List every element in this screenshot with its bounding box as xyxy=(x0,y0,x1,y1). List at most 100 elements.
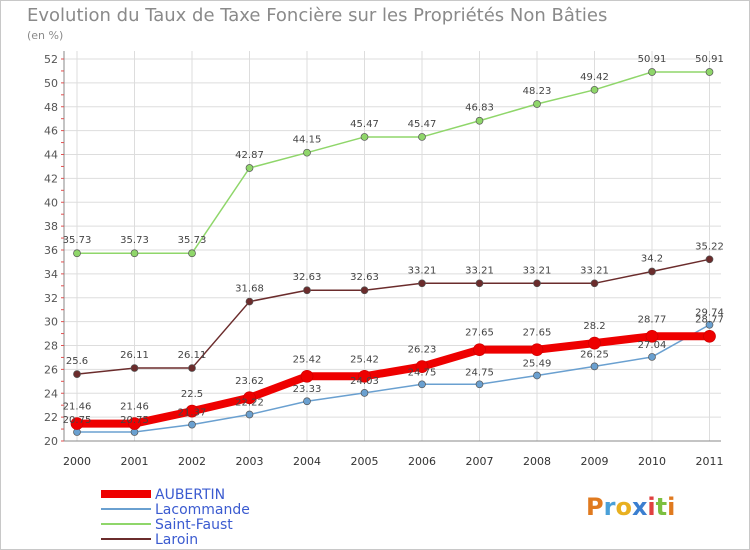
x-tick-label: 2000 xyxy=(63,455,91,468)
chart-title: Evolution du Taux de Taxe Foncière sur l… xyxy=(27,5,608,26)
data-label-laroin: 32.63 xyxy=(350,272,379,283)
y-tick-label: 42 xyxy=(44,172,58,185)
data-point-lacommande xyxy=(533,371,541,380)
y-tick-label: 40 xyxy=(44,196,58,209)
data-point-aubertin xyxy=(530,343,544,357)
data-point-aubertin xyxy=(588,336,601,350)
y-tick-label: 38 xyxy=(44,220,58,233)
data-point-lacommande xyxy=(245,410,254,419)
x-tick-label: 2010 xyxy=(638,455,666,468)
series-line-laroin xyxy=(76,258,710,375)
y-tick-label: 22 xyxy=(44,411,58,424)
data-label-saint-faust: 50.91 xyxy=(695,54,724,65)
data-label-lacommande: 25.49 xyxy=(523,358,552,369)
data-label-saint-faust: 35.73 xyxy=(120,235,149,246)
data-label-lacommande: 26.25 xyxy=(580,349,609,360)
data-point-aubertin xyxy=(128,417,141,430)
data-point-aubertin xyxy=(185,404,199,418)
data-label-laroin: 34.2 xyxy=(641,253,663,264)
data-point-saint-faust xyxy=(533,100,541,108)
y-tick-label: 48 xyxy=(44,101,58,114)
data-point-aubertin xyxy=(703,329,716,343)
legend-label: Laroin xyxy=(155,532,198,548)
data-label-lacommande: 20.75 xyxy=(63,415,92,426)
y-tick-label: 34 xyxy=(44,268,58,281)
x-tick-label: 2005 xyxy=(351,455,379,468)
y-tick-label: 44 xyxy=(44,149,58,162)
y-tick-label: 52 xyxy=(44,53,58,66)
data-point-lacommande xyxy=(648,353,656,361)
data-point-laroin xyxy=(130,364,139,372)
y-tick-label: 24 xyxy=(44,387,58,400)
data-point-lacommande xyxy=(590,362,599,371)
data-point-saint-faust xyxy=(303,148,311,157)
data-label-lacommande: 24.75 xyxy=(465,367,494,378)
data-label-aubertin: 25.42 xyxy=(350,354,379,365)
data-point-saint-faust xyxy=(648,68,656,76)
data-point-aubertin xyxy=(70,417,84,430)
x-tick-label: 2011 xyxy=(696,455,724,468)
y-tick-label: 30 xyxy=(44,316,58,329)
data-point-aubertin xyxy=(358,369,371,383)
data-point-lacommande xyxy=(360,389,369,397)
data-label-saint-faust: 35.73 xyxy=(178,235,207,246)
data-label-laroin: 33.21 xyxy=(523,265,552,276)
data-label-aubertin: 26.23 xyxy=(408,345,437,356)
data-label-aubertin: 28.77 xyxy=(695,314,724,325)
data-label-laroin: 33.21 xyxy=(465,265,494,276)
data-label-lacommande: 29.74 xyxy=(695,308,724,319)
data-point-laroin xyxy=(418,279,426,288)
data-point-saint-faust xyxy=(590,85,599,94)
data-point-laroin xyxy=(590,279,599,288)
data-point-lacommande xyxy=(418,380,426,389)
data-label-aubertin: 21.46 xyxy=(120,402,149,413)
data-point-lacommande xyxy=(188,420,196,429)
data-label-lacommande: 24.75 xyxy=(408,367,437,378)
data-label-lacommande: 22.22 xyxy=(235,397,264,408)
plot-area xyxy=(64,51,721,441)
data-point-lacommande xyxy=(303,397,311,406)
data-label-saint-faust: 48.23 xyxy=(523,86,552,97)
data-label-lacommande: 21.37 xyxy=(178,408,207,419)
data-point-aubertin xyxy=(243,391,256,405)
data-point-saint-faust xyxy=(705,68,714,76)
y-axis-unit: (en %) xyxy=(27,29,64,42)
data-label-aubertin: 27.65 xyxy=(465,328,494,339)
data-label-laroin: 26.11 xyxy=(178,350,207,361)
data-point-laroin xyxy=(245,297,254,306)
data-label-laroin: 33.21 xyxy=(408,265,437,276)
legend-label: Lacommande xyxy=(155,502,250,518)
data-label-saint-faust: 50.91 xyxy=(638,54,667,65)
data-point-laroin xyxy=(303,286,311,295)
data-label-aubertin: 28.2 xyxy=(583,321,605,332)
data-point-saint-faust xyxy=(475,116,484,125)
proxiti-logo: Proxiti xyxy=(586,493,676,521)
y-tick-label: 26 xyxy=(44,363,58,376)
legend-label: AUBERTIN xyxy=(155,487,225,503)
data-point-saint-faust xyxy=(245,164,254,172)
data-point-saint-faust xyxy=(73,249,81,258)
series-line-lacommande xyxy=(77,324,710,433)
data-point-saint-faust xyxy=(188,249,196,258)
data-label-aubertin: 23.62 xyxy=(235,376,264,387)
data-label-saint-faust: 46.83 xyxy=(465,103,494,114)
data-point-aubertin xyxy=(300,369,314,383)
data-point-laroin xyxy=(360,286,369,295)
y-tick-label: 50 xyxy=(44,77,58,90)
data-label-saint-faust: 45.47 xyxy=(408,119,437,130)
data-point-lacommande xyxy=(475,380,484,389)
data-label-aubertin: 25.42 xyxy=(293,354,322,365)
data-label-saint-faust: 45.47 xyxy=(350,119,379,130)
series-line-saint-faust xyxy=(77,71,710,254)
x-tick-label: 2009 xyxy=(581,455,609,468)
data-point-saint-faust xyxy=(418,133,426,141)
data-label-laroin: 32.63 xyxy=(293,272,322,283)
data-label-lacommande: 24.03 xyxy=(350,376,379,387)
x-tick-label: 2007 xyxy=(466,455,494,468)
data-label-saint-faust: 35.73 xyxy=(63,235,92,246)
data-point-laroin xyxy=(648,267,656,276)
legend-label: Saint-Faust xyxy=(155,517,233,533)
data-point-saint-faust xyxy=(130,249,139,258)
y-tick-label: 32 xyxy=(44,292,58,305)
